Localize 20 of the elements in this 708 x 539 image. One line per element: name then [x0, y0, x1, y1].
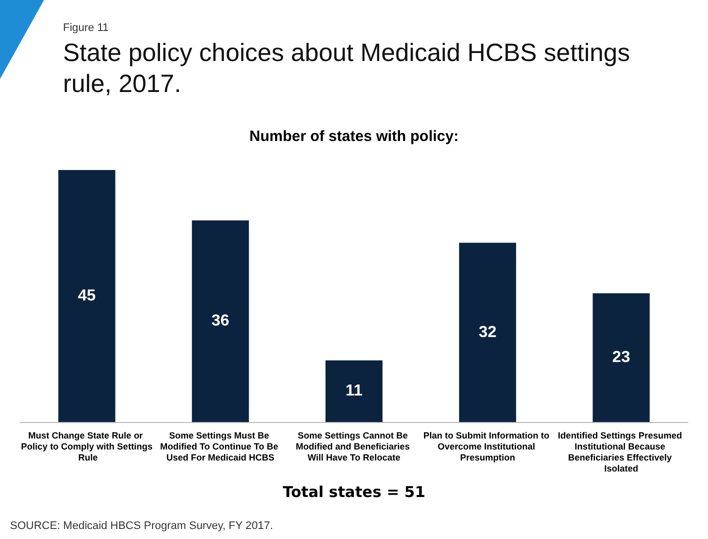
source-note: SOURCE: Medicaid HBCS Program Survey, FY 2017. [10, 520, 274, 532]
bar [326, 360, 382, 422]
x-tick-label: Identified Settings Presumed Institutional Because Beneficiaries Effectively Isolated [558, 430, 684, 474]
text: Total states = 51 [282, 483, 426, 501]
bar [459, 242, 516, 422]
x-tick-label: Some Settings Must Be Modified To Continue To Be Used For Medicaid HCBS [160, 430, 281, 462]
data-label: 23 [612, 349, 630, 366]
caption: Figure 11 [63, 22, 109, 34]
x-tick-label: Must Change State Rule or Policy to Comply with Settings Rule [21, 430, 153, 462]
data-label: 45 [78, 288, 96, 304]
data-label: 11 [346, 382, 363, 400]
chart-subtitle: Number of states with policy: [248, 128, 460, 145]
data-label: 36 [212, 312, 230, 330]
x-tick-label: Plan to Submit Information to Overcome Institutional Presumption [423, 430, 552, 462]
x-tick-label: Some Settings Cannot Be Modified and Beneficiaries Will Have To Relocate [296, 430, 412, 462]
bar [58, 170, 116, 422]
chart-title: State policy choices about Medicaid HCBS settings rule, 2017. [63, 38, 631, 100]
data-label: 32 [478, 324, 497, 341]
bar [592, 293, 650, 422]
bar [192, 220, 249, 422]
